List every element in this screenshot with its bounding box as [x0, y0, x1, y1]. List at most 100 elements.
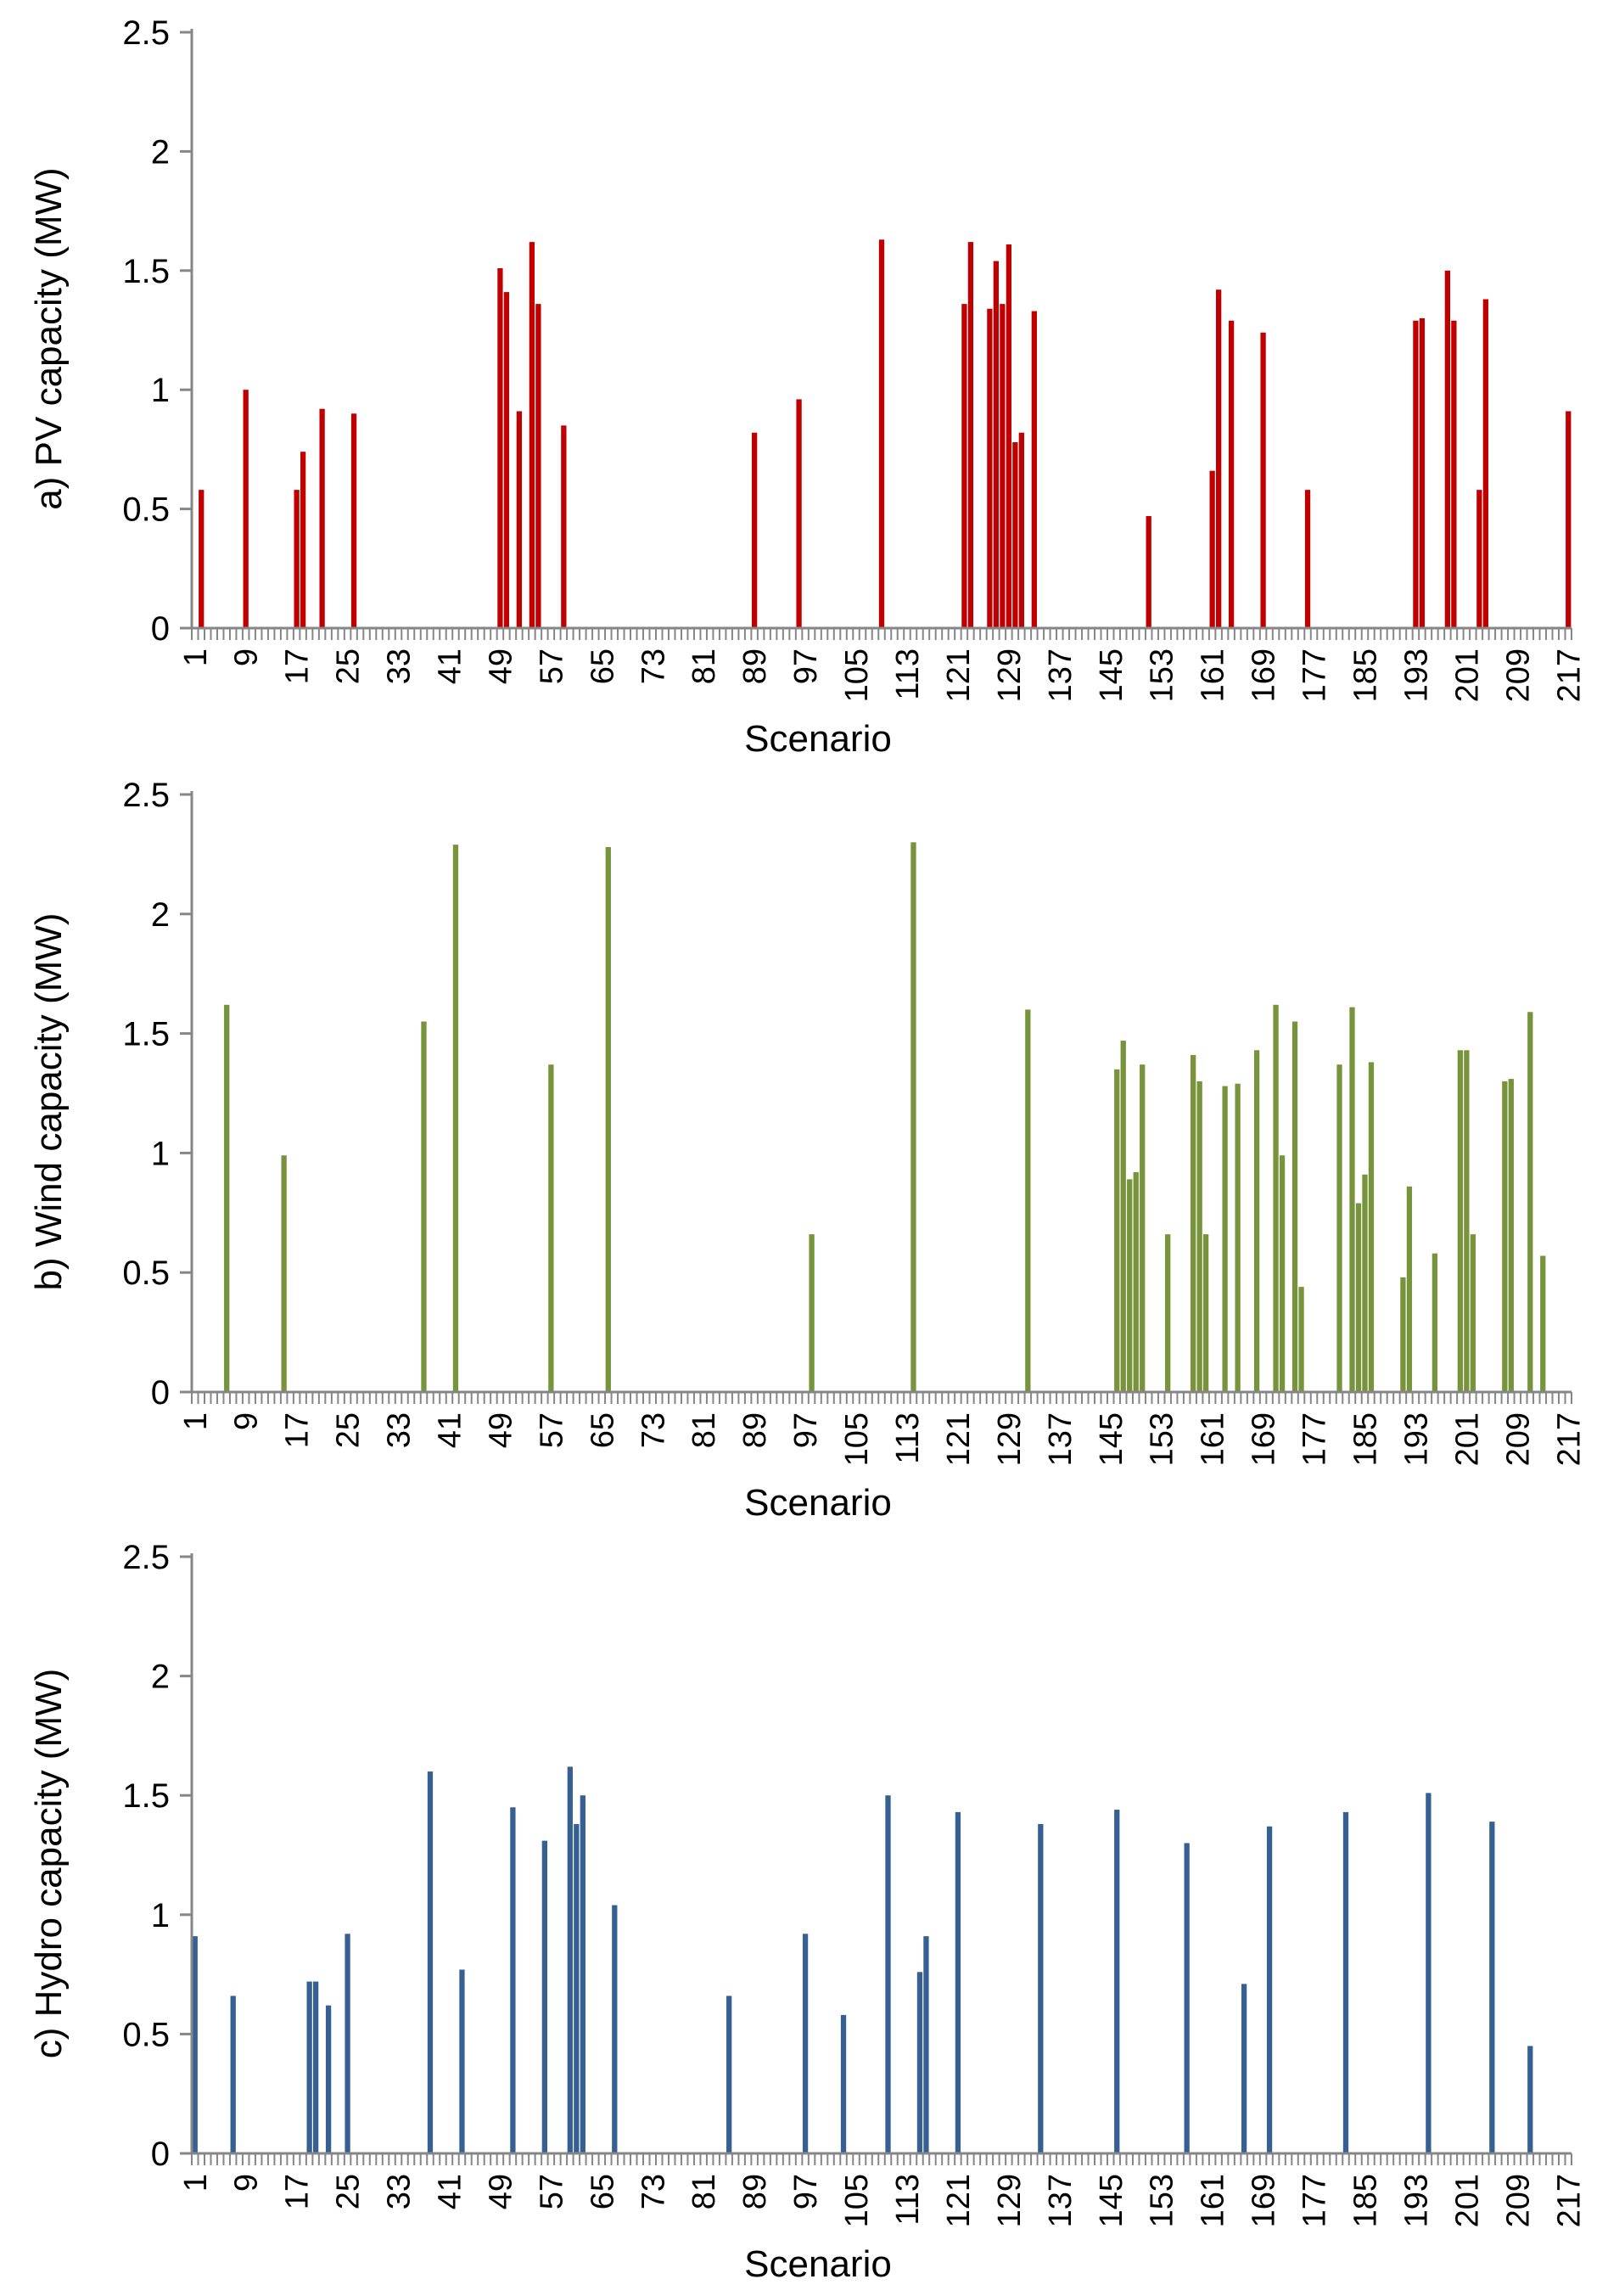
hydro-bar-60	[567, 1766, 573, 2153]
pv-bar-9	[243, 390, 249, 628]
wind-y-tick-label: 1.5	[122, 1016, 170, 1053]
wind-x-tick-label: 65	[585, 1412, 620, 1448]
hydro-bar-85	[726, 1996, 732, 2153]
wind-bar-66	[605, 846, 611, 1392]
wind-x-tick-label: 17	[280, 1412, 316, 1448]
wind-x-tick-label: 41	[432, 1412, 468, 1448]
pv-bar-55	[535, 304, 541, 628]
wind-bar-148	[1127, 1179, 1133, 1392]
pv-bar-193	[1413, 320, 1419, 628]
hydro-bar-116	[923, 1936, 929, 2153]
hydro-bar-56	[541, 1840, 548, 2153]
hydro-bar-25	[345, 1934, 350, 2153]
pv-x-tick-label: 193	[1398, 648, 1434, 702]
pv-x-tick-label: 57	[534, 648, 569, 684]
hydro-x-tick-label: 65	[585, 2174, 620, 2209]
wind-x-tick-label: 169	[1247, 1412, 1282, 1466]
hydro-chart-panel: 00.511.522.51 9 17 25 33 41 49 57 65 73 81 89 97 105 1…	[28, 1539, 1587, 2285]
pv-x-tick-label: 161	[1196, 648, 1231, 702]
pv-bar-151	[1146, 516, 1151, 628]
wind-x-tick-label: 81	[686, 1412, 722, 1448]
wind-bar-160	[1203, 1234, 1209, 1392]
hydro-x-tick-label: 89	[737, 2174, 773, 2209]
hydro-bar-61	[574, 1823, 580, 2153]
hydro-x-tick-label: 49	[483, 2174, 518, 2209]
wind-bar-191	[1400, 1277, 1406, 1392]
hydro-x-tick-label: 217	[1551, 2174, 1587, 2227]
wind-x-tick-label: 57	[534, 1412, 569, 1448]
wind-x-tick-label: 177	[1297, 1412, 1333, 1466]
hydro-x-tick-label: 161	[1196, 2174, 1231, 2227]
hydro-y-tick-label: 0.5	[122, 2016, 170, 2053]
wind-x-axis-title: Scenario	[744, 1482, 892, 1524]
pv-bar-199	[1451, 320, 1457, 628]
pv-bar-126	[987, 308, 993, 628]
hydro-x-tick-label: 33	[382, 2174, 417, 2209]
wind-x-tick-label: 33	[382, 1412, 417, 1448]
pv-x-tick-label: 137	[1043, 648, 1079, 702]
pv-x-tick-label: 217	[1551, 648, 1587, 702]
pv-bar-96	[796, 399, 802, 628]
hydro-bar-121	[955, 1811, 961, 2153]
hydro-y-tick-label: 1	[151, 1897, 170, 1934]
wind-x-tick-label: 217	[1551, 1412, 1587, 1466]
pv-x-tick-label: 105	[839, 648, 875, 702]
pv-bar-203	[1476, 490, 1482, 628]
pv-bar-169	[1260, 332, 1266, 628]
wind-bar-159	[1196, 1081, 1202, 1392]
hydro-x-tick-label: 73	[636, 2174, 671, 2209]
hydro-x-tick-label: 17	[280, 2174, 316, 2209]
hydro-bar-19	[306, 1981, 312, 2153]
hydro-x-tick-label: 121	[941, 2174, 977, 2227]
wind-x-tick-label: 201	[1449, 1412, 1485, 1466]
hydro-x-tick-label: 177	[1297, 2174, 1333, 2227]
wind-bar-147	[1120, 1041, 1126, 1392]
pv-x-axis-title: Scenario	[744, 718, 892, 760]
hydro-x-tick-label: 129	[992, 2174, 1028, 2227]
wind-x-tick-label: 161	[1196, 1412, 1231, 1466]
pv-bar-127	[993, 261, 1000, 628]
hydro-bar-62	[580, 1795, 585, 2153]
wind-x-tick-label: 121	[941, 1412, 977, 1466]
wind-x-tick-label: 49	[483, 1412, 518, 1448]
wind-bar-158	[1191, 1054, 1196, 1392]
wind-y-tick-label: 0.5	[122, 1255, 170, 1292]
wind-bar-132	[1025, 1009, 1031, 1392]
pv-x-tick-label: 185	[1347, 648, 1383, 702]
wind-y-tick-label: 0	[151, 1374, 170, 1412]
wind-bar-208	[1508, 1079, 1514, 1392]
pv-bar-26	[350, 413, 357, 628]
hydro-x-tick-label: 193	[1398, 2174, 1434, 2227]
pv-x-tick-label: 89	[737, 648, 773, 684]
hydro-x-tick-label: 41	[432, 2174, 468, 2209]
wind-x-tick-label: 89	[737, 1412, 773, 1448]
wind-bar-98	[809, 1234, 815, 1392]
pv-y-tick-label: 0.5	[122, 491, 170, 529]
wind-bar-202	[1470, 1234, 1476, 1392]
wind-x-tick-label: 209	[1500, 1412, 1536, 1466]
wind-x-tick-label: 137	[1043, 1412, 1079, 1466]
wind-bar-42	[452, 845, 459, 1392]
hydro-x-tick-label: 97	[788, 2174, 824, 2209]
hydro-x-tick-label: 81	[686, 2174, 722, 2209]
pv-bar-89	[751, 432, 758, 628]
wind-bar-15	[281, 1155, 287, 1392]
pv-bar-122	[961, 304, 967, 628]
pv-x-tick-label: 49	[483, 648, 518, 684]
pv-bar-162	[1215, 289, 1222, 628]
wind-x-tick-label: 73	[636, 1412, 671, 1448]
pv-bar-164	[1228, 320, 1235, 628]
wind-y-tick-label: 1	[151, 1135, 170, 1172]
hydro-bar-134	[1038, 1823, 1044, 2153]
pv-bar-21	[319, 408, 325, 628]
hydro-bar-115	[916, 1972, 923, 2153]
pv-y-tick-label: 1.5	[122, 253, 170, 290]
wind-bar-181	[1336, 1064, 1342, 1392]
pv-bar-129	[1006, 244, 1011, 628]
wind-bar-192	[1406, 1186, 1413, 1392]
hydro-x-tick-label: 25	[331, 2174, 367, 2209]
wind-bar-57	[548, 1064, 554, 1392]
hydro-bar-20	[312, 1981, 319, 2153]
hydro-bar-22	[325, 2005, 332, 2153]
